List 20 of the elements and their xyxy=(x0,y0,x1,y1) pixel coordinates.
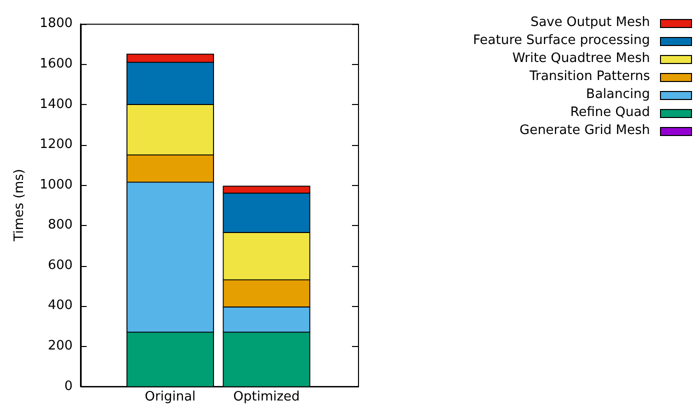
y-tick-label: 200 xyxy=(48,338,73,354)
y-tick-label: 1400 xyxy=(40,96,73,112)
y-tick-label: 400 xyxy=(48,298,73,314)
y-tick-label: 1600 xyxy=(40,56,73,72)
legend-label: Balancing xyxy=(586,86,650,104)
y-tick-label: 1200 xyxy=(40,137,73,152)
legend-label: Save Output Mesh xyxy=(530,14,650,32)
y-tick-label: 1800 xyxy=(40,16,73,32)
legend-label: Write Quadtree Mesh xyxy=(512,50,650,68)
y-tick-label: 0 xyxy=(64,378,73,394)
legend-label: Generate Grid Mesh xyxy=(520,122,650,140)
y-axis-title: Times (ms) xyxy=(12,168,28,242)
y-tick-label: 1000 xyxy=(40,177,73,192)
legend-label: Transition Patterns xyxy=(529,68,650,86)
x-tick-label: Optimized xyxy=(233,390,300,405)
x-tick-label: Original xyxy=(144,390,196,405)
y-tick-label: 600 xyxy=(48,258,73,273)
y-tick-label: 800 xyxy=(48,218,73,233)
legend-label: Refine Quad xyxy=(570,104,650,122)
legend-label: Feature Surface processing xyxy=(473,32,650,50)
